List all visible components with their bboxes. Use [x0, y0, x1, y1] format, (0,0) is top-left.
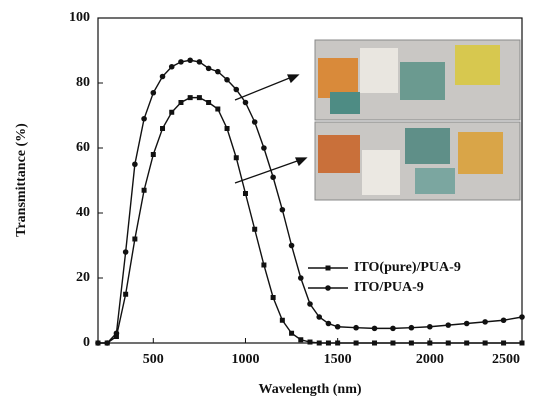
page: {"chart_data": {"type": "line", "x_label… [0, 0, 541, 405]
data-point [160, 74, 166, 80]
data-point [225, 126, 230, 131]
data-point [197, 59, 203, 65]
data-point [390, 341, 395, 346]
data-point [178, 59, 184, 65]
data-point [95, 340, 101, 346]
data-point [261, 145, 267, 151]
x-tick-label: 1000 [231, 352, 259, 367]
data-point [326, 321, 332, 327]
data-point [206, 66, 212, 72]
y-tick-label: 60 [76, 140, 90, 155]
data-point [169, 110, 174, 115]
data-point [123, 292, 128, 297]
data-point [464, 341, 469, 346]
data-point [123, 249, 129, 255]
inset-photos [315, 40, 520, 200]
data-point [224, 77, 230, 83]
data-point [252, 227, 257, 232]
y-tick-label: 80 [76, 75, 90, 90]
data-point [234, 155, 239, 160]
data-point [187, 57, 193, 63]
data-point [252, 119, 258, 125]
data-point [151, 90, 157, 96]
data-point [427, 324, 433, 330]
data-point [335, 324, 341, 330]
data-point [353, 325, 359, 331]
data-point [427, 341, 432, 346]
data-point [390, 326, 396, 332]
y-tick-label: 100 [69, 10, 90, 25]
data-point [372, 326, 378, 332]
legend-marker [326, 266, 331, 271]
data-point [409, 341, 414, 346]
y-tick-label: 20 [76, 270, 90, 285]
data-point [169, 64, 175, 70]
chart: Wavelength (nm) Transmittance (%) 0 20 40 6… [0, 0, 541, 405]
data-point [160, 126, 165, 131]
legend-marker [325, 285, 331, 291]
data-point [243, 100, 249, 106]
data-point [151, 152, 156, 157]
data-point [132, 161, 138, 167]
data-point [270, 174, 276, 180]
data-point [409, 325, 415, 331]
data-point [482, 319, 488, 325]
x-tick-label: 1500 [324, 352, 352, 367]
data-point [280, 207, 286, 213]
data-point [446, 341, 451, 346]
data-point [316, 314, 322, 320]
data-point [298, 275, 304, 281]
data-point [188, 95, 193, 100]
data-point [289, 331, 294, 336]
data-point [520, 341, 525, 346]
data-point [289, 243, 295, 249]
data-point [326, 341, 331, 346]
data-point [501, 341, 506, 346]
data-point [215, 107, 220, 112]
legend-label: ITO/PUA-9 [354, 280, 424, 295]
data-point [141, 116, 147, 122]
data-point [335, 341, 340, 346]
data-point [142, 188, 147, 193]
data-point [233, 87, 239, 93]
data-point [271, 295, 276, 300]
data-point [483, 341, 488, 346]
data-point [114, 330, 120, 336]
x-tick-label: 2000 [416, 352, 444, 367]
data-point [501, 317, 507, 323]
y-tick-label: 40 [76, 205, 90, 220]
legend-label: ITO(pure)/PUA-9 [354, 260, 461, 275]
data-point [308, 340, 313, 345]
y-axis-label: Transmittance (%) [14, 123, 29, 237]
data-point [206, 100, 211, 105]
data-point [307, 301, 313, 307]
data-point [178, 100, 183, 105]
y-tick-label: 0 [83, 335, 90, 350]
data-point [215, 69, 221, 75]
data-point [261, 263, 266, 268]
data-point [104, 340, 110, 346]
data-point [243, 191, 248, 196]
data-point [317, 341, 322, 346]
x-axis-label: Wavelength (nm) [258, 382, 361, 397]
data-point [372, 341, 377, 346]
data-point [519, 314, 525, 320]
data-point [132, 237, 137, 242]
x-tick-label: 500 [143, 352, 164, 367]
data-point [298, 337, 303, 342]
data-point [280, 318, 285, 323]
data-point [445, 322, 451, 328]
data-point [354, 341, 359, 346]
x-tick-label: 2500 [492, 352, 520, 367]
data-point [464, 321, 470, 327]
data-point [197, 95, 202, 100]
